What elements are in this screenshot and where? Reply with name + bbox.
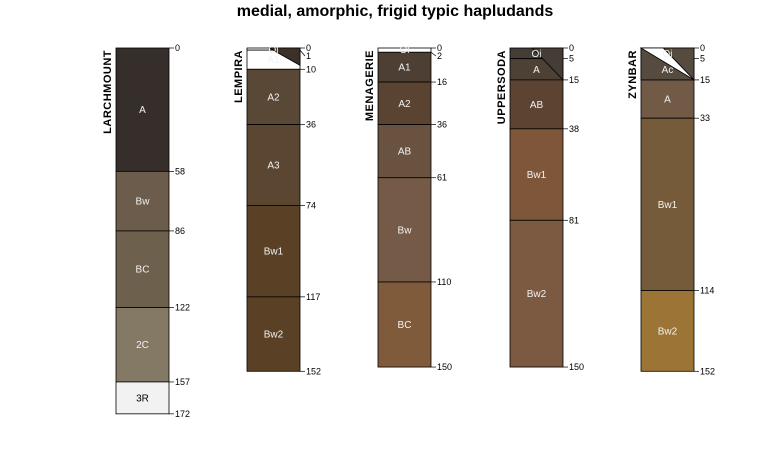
depth-label: 0 [700,43,705,53]
depth-label: 74 [306,200,316,210]
depth-label: 122 [175,302,190,312]
surface-wedge [267,47,301,66]
depth-label: 5 [700,54,705,64]
depth-label: 1 [306,51,311,61]
chart-title: medial, amorphic, frigid typic hapludand… [237,3,554,20]
depth-label: 15 [700,75,710,85]
depth-label: 15 [569,75,579,85]
depth-label: 0 [175,43,180,53]
horizon-bw [115,170,170,232]
horizon-label: A [139,105,146,116]
horizon-bc [115,230,170,308]
depth-label: 117 [306,292,320,302]
depth-label: 110 [437,277,451,287]
profile-uppersoda: Oi A AB Bw1 Bw2 05 15 38 81 150 UPPERSODA [496,43,584,372]
horizon-bw [377,177,432,283]
horizon-label: 3R [136,393,149,404]
horizon-label: Bw1 [658,200,678,211]
depth-label: 150 [437,362,452,372]
depth-label: 157 [175,377,190,387]
depth-label: 81 [569,215,579,225]
depth-tick [430,51,437,57]
horizon-ab [377,124,432,179]
depth-label: 36 [306,120,316,130]
horizon-label: BC [398,320,412,331]
profile-menagerie: Oi A1 A2 AB Bw BC 02 16 36 61 110 150 MENAGERIE [364,43,452,372]
profile-name: LEMPIRA [233,50,245,103]
horizon-label: A3 [267,160,280,171]
depth-label: 38 [569,124,579,134]
horizon-label: AB [530,100,544,111]
depth-label: 2 [437,51,442,61]
profile-name: UPPERSODA [496,50,508,124]
depth-label: 152 [700,366,715,376]
depth-label: 152 [306,366,321,376]
horizon-bw2 [509,219,564,368]
horizon-label: BC [136,265,150,276]
horizon-label: Bw [398,225,413,236]
horizon-label: A [533,65,540,76]
depth-tick [299,49,306,57]
horizon-bw1 [246,204,301,298]
horizon-label: Oi [532,49,542,60]
depth-label: 150 [569,362,584,372]
horizon-label: Bw [136,197,151,208]
horizon-ab [509,79,564,130]
horizon-label: A1 [267,55,280,66]
depth-label: 10 [306,64,316,74]
horizon-label: Bw2 [527,289,547,300]
horizon-label: A2 [267,92,280,103]
depth-label: 0 [569,43,574,53]
horizon-label: Bw2 [264,330,284,341]
horizon-label: AB [398,147,412,158]
depth-label: 33 [700,113,710,123]
depth-label: 61 [437,173,447,183]
depth-label: 86 [175,226,185,236]
horizon-label: 2C [136,340,149,351]
surface-wedge-gap [639,47,695,81]
horizon-label: A1 [398,63,411,74]
horizon-bw2 [640,290,695,372]
depth-label: 0 [306,43,311,53]
depth-label: 16 [437,77,447,87]
profile-larchmount: A Bw BC 2C 3R 0 58 86 122 157 172 LARCHMOUNT [102,43,190,419]
depth-label: 114 [700,285,714,295]
horizon-3r [115,381,170,415]
horizon-label: Oi [663,49,673,60]
horizon-label: Oi [400,45,410,56]
horizon-a [115,47,170,172]
horizon-bw1 [640,117,695,291]
profile-name: ZYNBAR [627,50,639,99]
depth-label: 172 [175,409,190,419]
depth-label: 36 [437,120,447,130]
horizon-label: A2 [398,99,411,110]
depth-label: 5 [569,54,574,64]
horizon-bw1 [509,128,564,221]
surface-wedge [531,47,564,81]
profile-zynbar: Oi Ac A Bw1 Bw2 05 15 33 114 152 ZYNBAR [627,43,715,376]
horizon-label: Ac [662,65,674,76]
depth-label: 58 [175,166,185,176]
horizon-label: Bw2 [658,326,678,337]
horizon-a2 [377,81,432,125]
depth-label: 0 [437,43,442,53]
profile-name: MENAGERIE [364,50,376,121]
horizon-label: Bw1 [527,170,547,181]
horizon-bw2 [246,296,301,372]
horizon-label: A [664,95,671,106]
profile-name: LARCHMOUNT [102,50,114,134]
horizon-label: Bw1 [264,247,284,258]
horizon-bc [377,281,432,368]
horizon-2c [115,307,170,383]
horizon-label: Oi [269,45,279,56]
